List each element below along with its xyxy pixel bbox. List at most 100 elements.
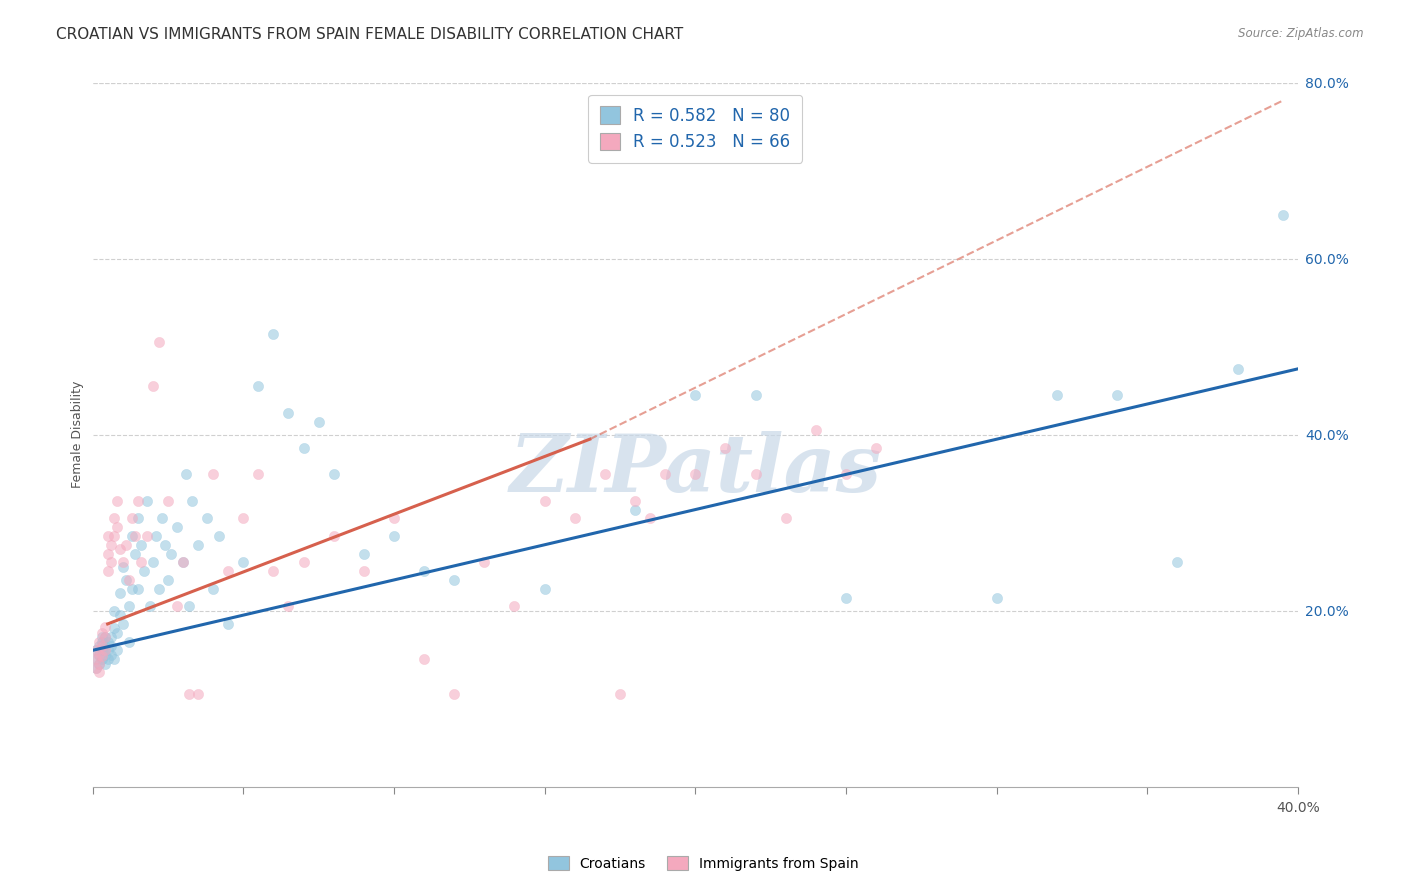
Point: [217, 616, 239, 631]
Point: [160, 547, 183, 561]
Point: [413, 564, 436, 578]
Point: [232, 511, 254, 525]
Point: [118, 573, 141, 587]
Point: [111, 559, 134, 574]
Point: [84, 661, 107, 675]
Point: [121, 529, 143, 543]
Point: [135, 529, 157, 543]
Point: [111, 555, 134, 569]
Point: [166, 599, 188, 614]
Point: [97, 652, 120, 666]
Point: [132, 564, 155, 578]
Point: [84, 652, 107, 666]
Point: [1271, 208, 1294, 222]
Point: [129, 538, 152, 552]
Point: [100, 538, 122, 552]
Point: [177, 599, 200, 614]
Point: [105, 520, 128, 534]
Point: [685, 388, 707, 402]
Legend: Croatians, Immigrants from Spain: Croatians, Immigrants from Spain: [543, 850, 863, 876]
Point: [624, 493, 647, 508]
Point: [139, 599, 162, 614]
Point: [195, 511, 218, 525]
Point: [353, 547, 375, 561]
Point: [84, 652, 107, 666]
Point: [105, 625, 128, 640]
Point: [172, 555, 194, 569]
Point: [308, 415, 330, 429]
Point: [97, 634, 120, 648]
Point: [202, 467, 225, 482]
Point: [172, 555, 194, 569]
Point: [292, 555, 315, 569]
Point: [533, 582, 555, 596]
Point: [148, 335, 170, 350]
Point: [145, 529, 167, 543]
Point: [174, 467, 197, 482]
Point: [97, 547, 120, 561]
Point: [129, 555, 152, 569]
Point: [114, 573, 136, 587]
Point: [153, 538, 176, 552]
Point: [103, 652, 125, 666]
Point: [262, 564, 284, 578]
Point: [90, 634, 112, 648]
Point: [87, 665, 110, 680]
Text: Source: ZipAtlas.com: Source: ZipAtlas.com: [1239, 27, 1364, 40]
Point: [744, 467, 766, 482]
Point: [277, 599, 299, 614]
Point: [90, 649, 112, 664]
Point: [835, 591, 858, 605]
Point: [90, 652, 112, 666]
Point: [232, 555, 254, 569]
Point: [202, 582, 225, 596]
Point: [87, 648, 110, 662]
Point: [93, 648, 115, 662]
Point: [865, 441, 887, 455]
Point: [187, 538, 209, 552]
Point: [124, 529, 146, 543]
Point: [121, 582, 143, 596]
Point: [181, 493, 204, 508]
Point: [353, 564, 375, 578]
Point: [835, 467, 858, 482]
Point: [105, 643, 128, 657]
Point: [90, 643, 112, 657]
Point: [277, 406, 299, 420]
Point: [292, 441, 315, 455]
Point: [93, 657, 115, 671]
Point: [208, 529, 231, 543]
Point: [262, 326, 284, 341]
Point: [100, 555, 122, 569]
Point: [90, 639, 112, 653]
Point: [166, 520, 188, 534]
Point: [103, 621, 125, 635]
Point: [804, 424, 827, 438]
Point: [382, 529, 405, 543]
Point: [1226, 361, 1249, 376]
Point: [108, 542, 131, 557]
Point: [986, 591, 1008, 605]
Point: [654, 467, 676, 482]
Point: [87, 648, 110, 662]
Point: [87, 639, 110, 653]
Point: [150, 511, 173, 525]
Point: [714, 441, 737, 455]
Point: [93, 643, 115, 657]
Point: [127, 511, 149, 525]
Point: [156, 573, 179, 587]
Point: [593, 467, 616, 482]
Point: [322, 529, 344, 543]
Point: [156, 493, 179, 508]
Point: [217, 564, 239, 578]
Point: [177, 687, 200, 701]
Point: [118, 634, 141, 648]
Point: [775, 511, 797, 525]
Point: [114, 538, 136, 552]
Point: [443, 687, 465, 701]
Point: [103, 529, 125, 543]
Point: [93, 630, 115, 644]
Point: [638, 511, 661, 525]
Point: [413, 652, 436, 666]
Point: [503, 599, 526, 614]
